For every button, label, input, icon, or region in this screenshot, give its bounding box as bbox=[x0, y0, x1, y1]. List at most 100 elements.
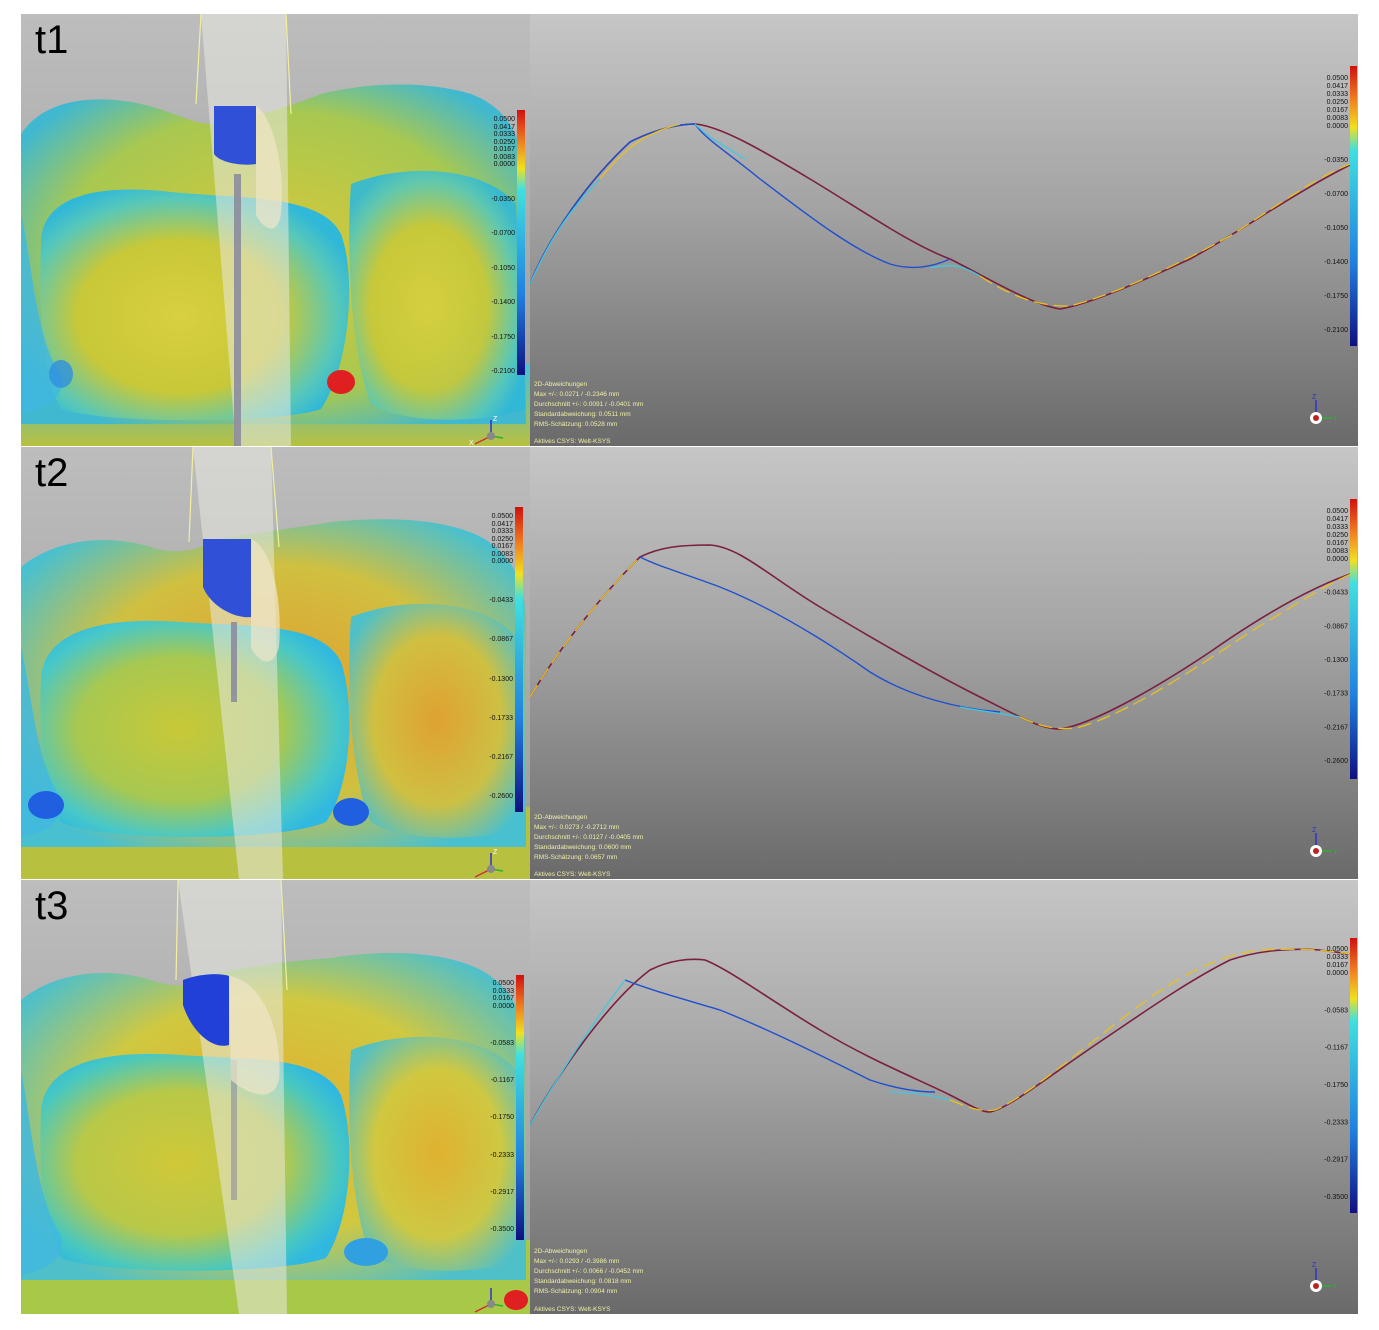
stats-title: 2D-Abweichungen bbox=[534, 814, 588, 821]
statistics-box: 2D-Abweichungen Max +/-: 0.0271 / -0.234… bbox=[534, 380, 643, 430]
axis-y-label: Y bbox=[1333, 849, 1338, 856]
panel-t1: t1 Z X bbox=[21, 14, 1358, 446]
color-scale-left bbox=[516, 975, 524, 1240]
stats-mean: Durchschnitt +/-: 0.0127 / -0.0405 mm bbox=[534, 834, 644, 841]
stats-rms: RMS-Schätzung: 0.0657 mm bbox=[534, 854, 618, 861]
surface-view: t1 Z X bbox=[21, 14, 530, 446]
scale-tick-label: -0.2333 bbox=[490, 1151, 514, 1159]
color-scale-left bbox=[515, 507, 523, 812]
scale-tick-label: -0.2167 bbox=[1324, 724, 1348, 731]
scale-tick-label: -0.2333 bbox=[1324, 1119, 1348, 1126]
scale-tick-label: -0.2917 bbox=[1324, 1157, 1348, 1164]
scale-tick-label: 0.0500 bbox=[493, 116, 515, 123]
scale-tick-label: 0.0333 bbox=[492, 987, 514, 995]
scale-tick-label: -0.3500 bbox=[490, 1226, 514, 1233]
stats-rms: RMS-Schätzung: 0.0904 mm bbox=[534, 1288, 618, 1295]
time-label: t3 bbox=[35, 884, 69, 928]
scale-tick-label: -0.3500 bbox=[1324, 1194, 1348, 1201]
axis-z-label: Z bbox=[1312, 1262, 1317, 1269]
stats-title: 2D-Abweichungen bbox=[534, 381, 588, 388]
profile-plot: 0.05000.04170.03330.02500.01670.00830.00… bbox=[530, 499, 1357, 779]
scale-tick-label: -0.2100 bbox=[491, 368, 515, 375]
scale-tick-label: 0.0333 bbox=[491, 528, 513, 535]
scale-tick-label: -0.1750 bbox=[1324, 1082, 1348, 1089]
stats-std: Standardabweichung: 0.0818 mm bbox=[534, 1278, 632, 1285]
scale-tick-label: -0.0583 bbox=[1324, 1007, 1348, 1014]
scale-tick-label: 0.0083 bbox=[493, 153, 515, 161]
scale-tick-label: 0.0250 bbox=[491, 535, 513, 543]
scale-tick-label: -0.2600 bbox=[1324, 758, 1348, 765]
scale-tick-label: 0.0333 bbox=[1327, 954, 1349, 961]
stats-std: Standardabweichung: 0.0511 mm bbox=[534, 411, 631, 418]
axis-z-label: Z bbox=[493, 416, 498, 423]
scale-tick-label: -0.1300 bbox=[489, 675, 513, 683]
scale-tick-label: -0.1167 bbox=[1325, 1045, 1348, 1052]
active-csys: Aktives CSYS: Welt-KSYS bbox=[534, 438, 611, 445]
color-scale-left bbox=[517, 110, 525, 375]
stats-rms: RMS-Schätzung: 0.0528 mm bbox=[534, 421, 618, 428]
view-triad-icon: Z Y bbox=[1310, 827, 1338, 857]
axis-z-label: Z bbox=[493, 849, 498, 856]
coordinate-triad-icon: Z bbox=[474, 849, 504, 878]
scale-tick-label: 0.0083 bbox=[491, 550, 513, 558]
scale-tick-label: 0.0167 bbox=[1327, 540, 1349, 547]
profile-view: 0.0500 0.0333 0.0167 0.0000 -0.0583 -0.1167 -0… bbox=[530, 880, 1358, 1314]
tooth-surface-render bbox=[21, 14, 530, 446]
scale-tick-label: -0.0350 bbox=[491, 195, 515, 203]
scale-tick-label: 0.0000 bbox=[492, 1002, 514, 1010]
scale-tick-label: 0.0417 bbox=[1327, 516, 1349, 523]
scale-tick-label: -0.2917 bbox=[490, 1188, 514, 1196]
profile-view: 0.0500 0.0417 0.0333 0.0250 0.0167 0.0083 0.00… bbox=[530, 447, 1358, 879]
scale-tick-label: 0.0500 bbox=[1327, 508, 1349, 515]
scale-tick-label: 0.0000 bbox=[491, 558, 513, 565]
axis-z-label: Z bbox=[1312, 827, 1317, 834]
scale-tick-label: 0.0000 bbox=[1327, 556, 1349, 563]
panel-t2: t2 Z 0.0500 0.0417 0.0333 0.0250 0.0167 0.008… bbox=[21, 447, 1358, 879]
scale-tick-label: -0.1750 bbox=[1324, 293, 1348, 300]
axis-y-label: Y bbox=[1333, 416, 1338, 423]
color-scale-bar-right bbox=[1350, 66, 1357, 346]
statistics-box: 2D-Abweichungen Max +/-: 0.0273 / -0.271… bbox=[534, 813, 643, 863]
scale-tick-label: -0.0867 bbox=[489, 636, 513, 644]
stats-max: Max +/-: 0.0271 / -0.2346 mm bbox=[534, 391, 620, 398]
color-scale-left-labels: 0.0500 0.0417 0.0333 0.0250 0.0167 0.0083 0.00… bbox=[483, 116, 515, 375]
view-triad-icon: Z Y bbox=[1310, 394, 1338, 424]
stats-mean: Durchschnitt +/-: 0.0091 / -0.0401 mm bbox=[534, 401, 644, 408]
active-csys: Aktives CSYS: Welt-KSYS bbox=[534, 1306, 611, 1313]
scale-tick-label: 0.0250 bbox=[493, 138, 515, 146]
coordinate-triad-icon bbox=[474, 1288, 504, 1313]
scale-tick-label: 0.0167 bbox=[493, 146, 515, 153]
scale-tick-label: -0.0433 bbox=[489, 597, 513, 605]
scale-tick-label: -0.1400 bbox=[1324, 259, 1348, 266]
scale-tick-label: -0.1050 bbox=[491, 264, 515, 272]
scale-tick-label: 0.0333 bbox=[1327, 91, 1349, 98]
tooth-surface-render bbox=[21, 880, 530, 1314]
scale-tick-label: 0.0333 bbox=[1327, 524, 1349, 531]
scale-tick-label: -0.0350 bbox=[1324, 157, 1348, 164]
scale-tick-label: -0.0583 bbox=[490, 1039, 514, 1047]
scale-tick-label: -0.1750 bbox=[491, 333, 515, 341]
scale-tick-label: 0.0500 bbox=[491, 513, 513, 520]
color-scale-bar-right bbox=[1350, 499, 1357, 779]
statistics-box: 2D-Abweichungen Max +/-: 0.0293 / -0.398… bbox=[534, 1247, 643, 1297]
color-scale-left-labels: 0.0500 0.0333 0.0167 0.0000 -0.0583 -0.1167 -0… bbox=[482, 980, 514, 1233]
scale-tick-label: -0.0700 bbox=[491, 230, 515, 237]
scale-tick-label: -0.1733 bbox=[1324, 691, 1348, 698]
coordinate-triad-icon: Z X bbox=[469, 416, 504, 446]
axis-y-label: Y bbox=[1333, 1284, 1338, 1291]
profile-view: 0.0500 0.0417 0.0333 0.0250 0.0167 0.0083 0.00… bbox=[530, 14, 1358, 446]
surface-view: t2 Z bbox=[21, 447, 530, 879]
profile-plot: 0.05000.04170.03330.02500.01670.00830.00… bbox=[530, 66, 1357, 346]
color-scale-left-labels: 0.0500 0.0417 0.0333 0.0250 0.0167 0.0083 0.00… bbox=[481, 513, 513, 800]
stats-std: Standardabweichung: 0.0600 mm bbox=[534, 844, 632, 851]
scale-tick-label: -0.1733 bbox=[489, 714, 513, 722]
scale-tick-label: 0.0167 bbox=[492, 995, 514, 1002]
axis-z-label: Z bbox=[1312, 394, 1317, 401]
scale-tick-label: -0.1400 bbox=[491, 299, 515, 306]
tooth-surface-render bbox=[21, 447, 530, 879]
scale-tick-label: 0.0167 bbox=[1327, 962, 1349, 969]
scale-tick-label: -0.2100 bbox=[1324, 327, 1348, 334]
scale-tick-label: 0.0333 bbox=[493, 131, 515, 138]
color-scale-bar-right bbox=[1350, 938, 1357, 1213]
